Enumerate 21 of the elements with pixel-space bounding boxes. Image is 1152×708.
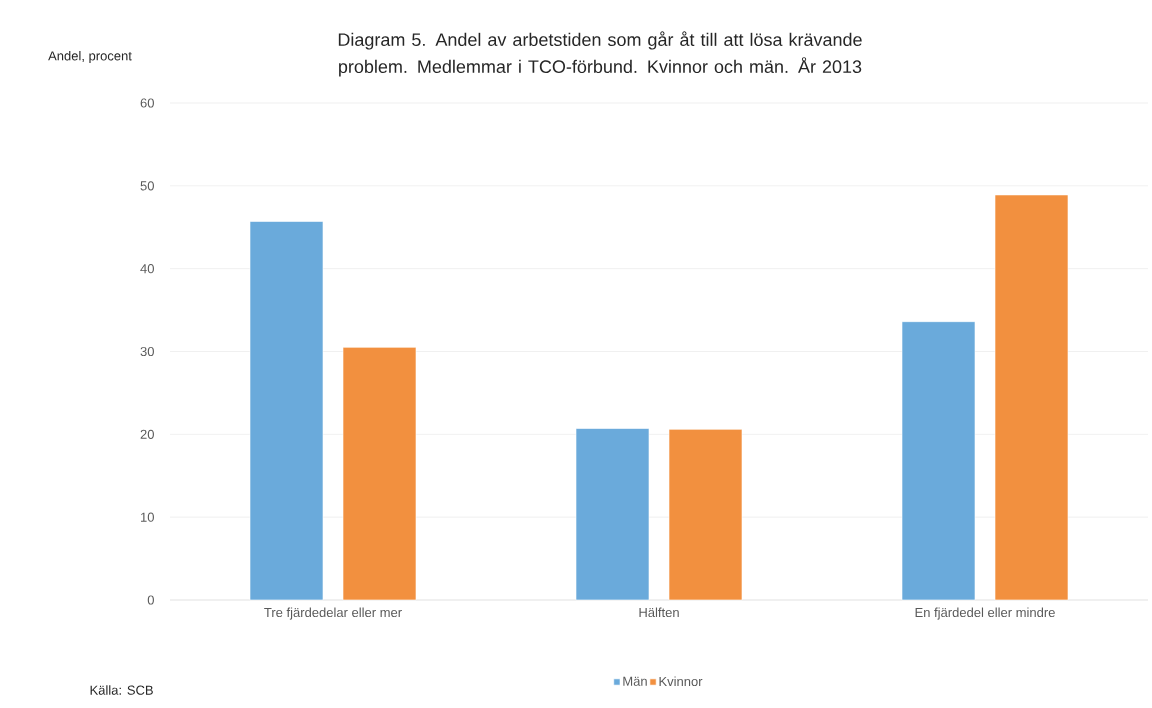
y-tick-label: 10 [141, 512, 154, 522]
y-tick-label: 50 [140, 181, 154, 191]
y-tick-label: 20 [140, 429, 154, 439]
x-tick-label: En fjärdedel eller mindre [915, 607, 1055, 620]
y-tick-label: 0 [147, 595, 154, 605]
y-axis-title: Andel, procent [48, 50, 132, 64]
bar [342, 347, 417, 601]
bar [575, 428, 650, 601]
y-tick-label: 40 [140, 264, 154, 274]
legend-label: Män [623, 676, 647, 686]
chart-title: Diagram 5. Andel av arbetstiden som går åt till att lösa krävande problem. Medlemmar i TCO-förbund. Kvinnor och män. År 2013 [338, 31, 862, 77]
bar [994, 194, 1069, 601]
x-tick-label: Hälften [639, 607, 679, 618]
bar [249, 221, 324, 601]
y-tick-label: 30 [140, 346, 154, 357]
x-tick-label: Tre fjärdedelar eller mer [264, 607, 402, 620]
y-tick-label: 60 [140, 98, 154, 108]
text: Källa: SCB [90, 685, 153, 695]
bar [901, 321, 976, 601]
bar [668, 429, 743, 601]
legend-label: Kvinnor [659, 676, 703, 687]
